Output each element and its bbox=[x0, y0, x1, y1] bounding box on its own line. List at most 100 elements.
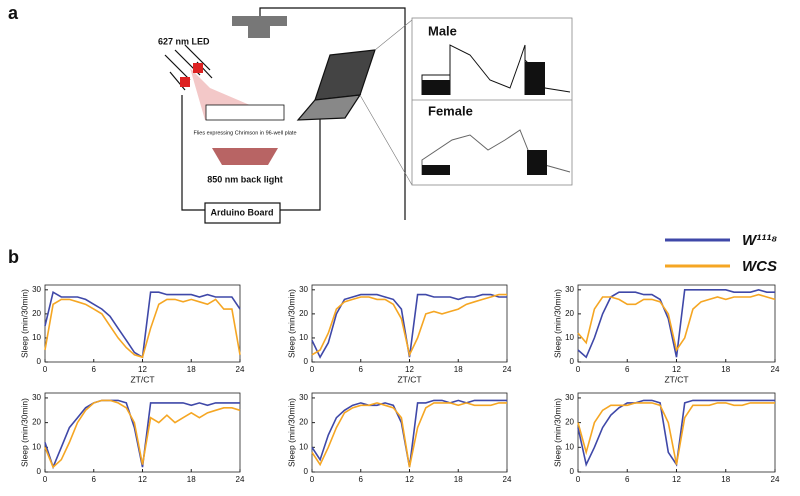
y-tick-label: 10 bbox=[299, 442, 308, 451]
y-tick-label: 20 bbox=[565, 418, 574, 427]
y-tick-label: 10 bbox=[32, 333, 41, 342]
series-line bbox=[311, 402, 507, 468]
series-line bbox=[577, 293, 776, 352]
x-tick-label: 18 bbox=[454, 475, 463, 484]
camera-lens bbox=[248, 26, 270, 38]
series-line bbox=[311, 293, 507, 358]
y-tick-label: 0 bbox=[37, 467, 42, 476]
x-tick-label: 24 bbox=[503, 365, 512, 374]
y-tick-label: 10 bbox=[32, 442, 41, 451]
x-tick-label: 12 bbox=[138, 475, 147, 484]
x-tick-label: 18 bbox=[721, 475, 730, 484]
y-tick-label: 0 bbox=[37, 357, 42, 366]
led bbox=[180, 77, 190, 87]
led bbox=[193, 63, 203, 73]
x-tick-label: 24 bbox=[771, 365, 780, 374]
series-line bbox=[44, 399, 241, 469]
led-pin bbox=[164, 54, 191, 81]
plate-label: Flies expressing Chrimson in 96-well pla… bbox=[193, 130, 296, 136]
panel-label: a bbox=[8, 3, 19, 23]
y-axis-label: Sleep (min/30min) bbox=[552, 398, 562, 467]
legend-label: W¹¹¹⁸ bbox=[742, 232, 777, 249]
arduino-board bbox=[204, 202, 281, 224]
x-tick-label: 12 bbox=[405, 475, 414, 484]
x-tick-label: 12 bbox=[672, 475, 681, 484]
y-tick-label: 30 bbox=[32, 393, 41, 402]
x-tick-label: 6 bbox=[625, 475, 630, 484]
laptop-screen bbox=[314, 49, 376, 101]
x-tick-label: 6 bbox=[92, 475, 97, 484]
schematic bbox=[164, 7, 573, 224]
x-tick-label: 18 bbox=[721, 365, 730, 374]
y-tick-label: 30 bbox=[565, 285, 574, 294]
x-tick-label: 6 bbox=[92, 365, 97, 374]
zoom-line bbox=[359, 94, 413, 186]
x-tick-label: 0 bbox=[43, 365, 48, 374]
board-label: Arduino Board bbox=[211, 207, 274, 217]
x-tick-label: 6 bbox=[359, 365, 364, 374]
y-axis-label: Sleep (min/30min) bbox=[552, 289, 562, 358]
series-line bbox=[44, 298, 241, 359]
x-tick-label: 24 bbox=[236, 475, 245, 484]
led-label: 627 nm LED bbox=[158, 36, 210, 46]
legend-label: WCS bbox=[742, 258, 777, 275]
y-tick-label: 20 bbox=[32, 309, 41, 318]
x-tick-label: 12 bbox=[138, 365, 147, 374]
x-tick-label: 18 bbox=[187, 365, 196, 374]
y-tick-label: 30 bbox=[299, 285, 308, 294]
inset-bars bbox=[422, 165, 450, 175]
x-axis-label: ZT/CT bbox=[130, 374, 154, 384]
x-tick-label: 6 bbox=[625, 365, 630, 374]
inset bbox=[411, 17, 573, 186]
backlight-label: 850 nm back light bbox=[207, 174, 283, 184]
x-axis-label: ZT/CT bbox=[397, 374, 421, 384]
y-tick-label: 30 bbox=[32, 285, 41, 294]
x-tick-label: 0 bbox=[43, 475, 48, 484]
inset-title: Male bbox=[428, 23, 457, 38]
inset-bars bbox=[527, 150, 547, 175]
y-axis-label: Sleep (min/30min) bbox=[286, 289, 296, 358]
y-tick-label: 0 bbox=[304, 467, 309, 476]
series-line bbox=[311, 293, 507, 359]
series-line bbox=[311, 399, 507, 468]
x-tick-label: 12 bbox=[405, 365, 414, 374]
zoom-line bbox=[374, 19, 413, 51]
panel-label: b bbox=[8, 247, 19, 267]
y-tick-label: 10 bbox=[565, 442, 574, 451]
camera bbox=[232, 16, 287, 26]
led-pin bbox=[184, 44, 211, 71]
laptop-base bbox=[296, 94, 362, 121]
inset-bars bbox=[422, 80, 450, 95]
y-axis-label: Sleep (min/30min) bbox=[286, 398, 296, 467]
series-line bbox=[44, 399, 240, 470]
x-tick-label: 18 bbox=[187, 475, 196, 484]
y-tick-label: 0 bbox=[304, 357, 309, 366]
x-axis-label: ZT/CT bbox=[664, 374, 688, 384]
y-tick-label: 20 bbox=[299, 309, 308, 318]
y-axis-label: Sleep (min/30min) bbox=[19, 289, 29, 358]
y-tick-label: 20 bbox=[299, 418, 308, 427]
y-tick-label: 0 bbox=[570, 467, 575, 476]
y-tick-label: 30 bbox=[299, 393, 308, 402]
inset-title: Female bbox=[428, 103, 473, 118]
y-tick-label: 10 bbox=[299, 333, 308, 342]
wire bbox=[181, 95, 321, 211]
x-tick-label: 0 bbox=[576, 365, 581, 374]
x-tick-label: 0 bbox=[310, 475, 315, 484]
x-tick-label: 18 bbox=[454, 365, 463, 374]
back-light bbox=[212, 148, 278, 165]
series-line bbox=[577, 402, 775, 465]
x-tick-label: 0 bbox=[576, 475, 581, 484]
y-tick-label: 20 bbox=[32, 418, 41, 427]
inset-bars bbox=[525, 62, 545, 95]
x-tick-label: 24 bbox=[771, 475, 780, 484]
y-tick-label: 10 bbox=[565, 333, 574, 342]
x-tick-label: 6 bbox=[359, 475, 364, 484]
x-tick-label: 24 bbox=[503, 475, 512, 484]
x-tick-label: 12 bbox=[672, 365, 681, 374]
well-plate bbox=[205, 104, 285, 121]
y-axis-label: Sleep (min/30min) bbox=[19, 398, 29, 467]
y-tick-label: 30 bbox=[565, 393, 574, 402]
y-tick-label: 0 bbox=[570, 357, 575, 366]
